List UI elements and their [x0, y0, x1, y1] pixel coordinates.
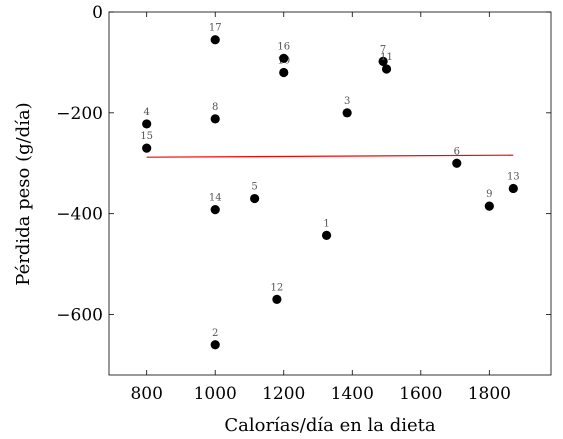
data-point [210, 114, 220, 124]
point-label: 5 [251, 182, 257, 193]
point-label: 1 [323, 218, 329, 229]
data-point [210, 35, 220, 45]
point-label: 9 [486, 189, 492, 200]
y-tick-label: −400 [56, 205, 103, 225]
point-label: 7 [380, 44, 386, 55]
data-point [142, 143, 152, 153]
y-tick-label: −600 [56, 306, 103, 326]
point-label: 14 [209, 193, 222, 204]
data-point [381, 64, 392, 74]
x-tick-label: 800 [130, 384, 162, 404]
data-point [210, 205, 220, 215]
point-label: 6 [454, 146, 460, 157]
trend-line [146, 154, 514, 158]
x-tick-label: 1400 [331, 384, 374, 404]
point-label: 2 [212, 328, 218, 339]
data-point [378, 56, 388, 67]
point-label: 16 [277, 41, 290, 52]
x-axis-label: Calorías/día en la dieta [224, 415, 436, 436]
y-axis-label: Pérdida peso (g/día) [13, 102, 34, 285]
point-label: 8 [212, 102, 218, 113]
data-point [321, 230, 332, 240]
trend-line-group [146, 154, 514, 158]
point-label: 17 [209, 23, 222, 34]
plot-frame [108, 11, 552, 376]
x-tick-label: 1200 [262, 384, 305, 404]
data-point [508, 183, 518, 194]
data-point [279, 67, 289, 78]
data-point [250, 193, 260, 204]
point-label: 4 [144, 107, 150, 118]
data-point [342, 108, 352, 118]
data-point [279, 53, 289, 63]
point-label: 12 [271, 282, 284, 293]
data-point [484, 201, 494, 211]
point-label: 11 [380, 52, 393, 63]
y-tick-label: −200 [56, 104, 103, 124]
point-label: 13 [507, 171, 520, 182]
axis-ticks: 800 1000 1200 1400 1600 1800 0 −200 −400 −600 [56, 3, 551, 404]
x-tick-label: 1000 [194, 384, 237, 404]
x-tick-label: 1600 [399, 384, 442, 404]
data-point [452, 158, 462, 168]
point-label: 3 [344, 96, 350, 107]
data-points: 1234567118910121314151617 [140, 23, 520, 350]
data-point [272, 294, 282, 304]
data-point [210, 340, 220, 350]
data-point [142, 119, 152, 129]
x-tick-label: 1800 [468, 384, 511, 404]
point-label: 15 [140, 131, 153, 142]
y-tick-label: 0 [92, 3, 103, 23]
